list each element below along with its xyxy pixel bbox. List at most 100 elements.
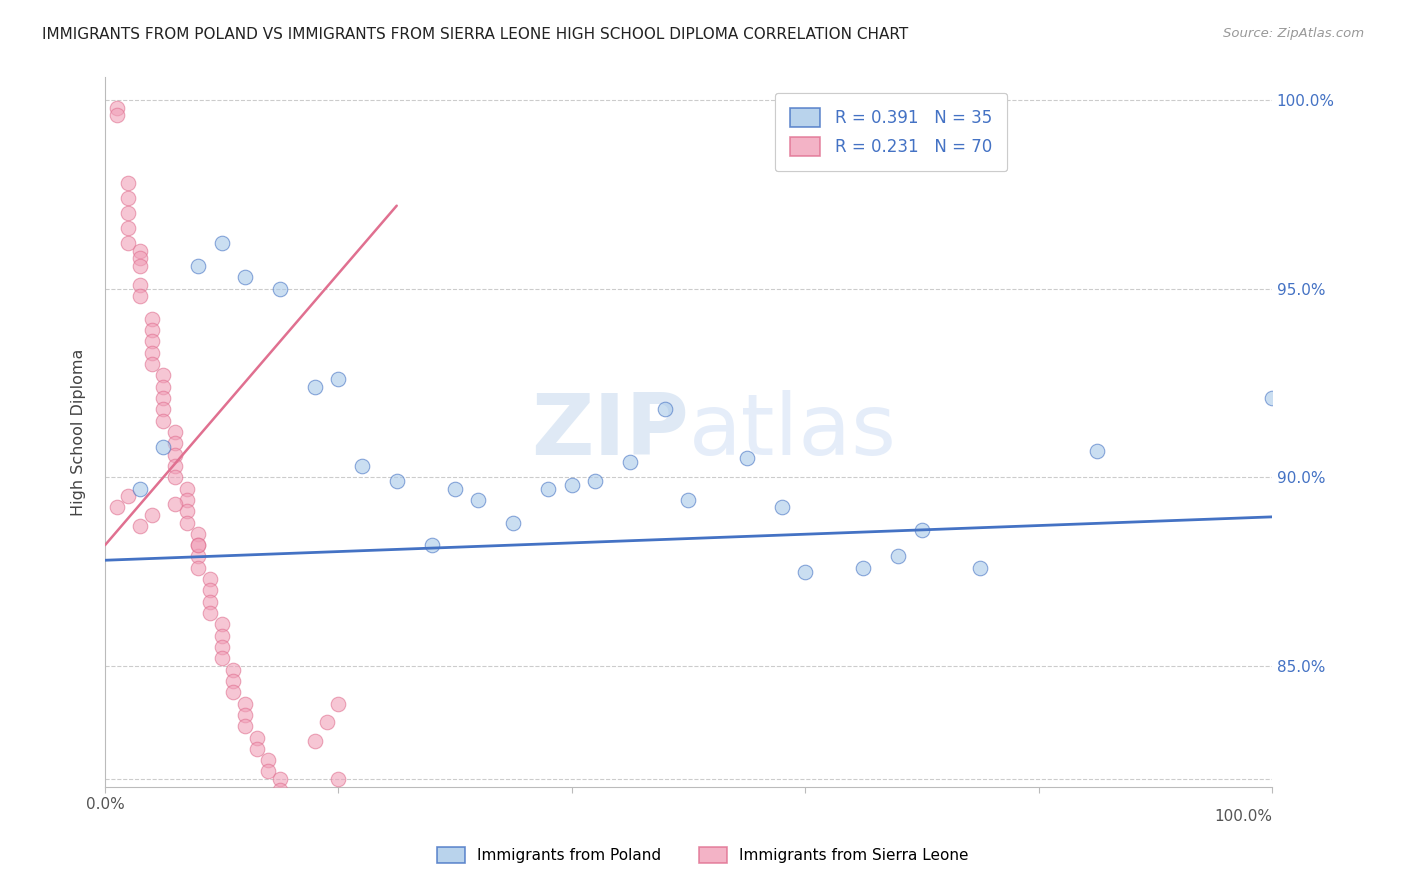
Point [233, 719, 256, 733]
Point [129, 519, 152, 533]
Point [176, 504, 198, 518]
Text: 100.0%: 100.0% [1213, 809, 1272, 824]
Point [1085, 443, 1108, 458]
Point [246, 731, 269, 745]
Point [152, 368, 174, 383]
Point [315, 715, 337, 730]
Point [129, 244, 152, 258]
Legend: R = 0.391   N = 35, R = 0.231   N = 70: R = 0.391 N = 35, R = 0.231 N = 70 [775, 93, 1007, 171]
Point [328, 697, 350, 711]
Point [187, 259, 209, 273]
Point [328, 772, 350, 786]
Point [117, 489, 139, 503]
Point [198, 572, 221, 586]
Point [163, 497, 186, 511]
Point [187, 538, 209, 552]
Point [163, 425, 186, 439]
Point [176, 492, 198, 507]
Point [304, 839, 326, 854]
Point [304, 380, 326, 394]
Point [129, 482, 152, 496]
Point [654, 402, 676, 417]
Point [187, 526, 209, 541]
Point [117, 221, 139, 235]
Point [583, 474, 606, 488]
Point [385, 474, 408, 488]
Point [176, 516, 198, 530]
Point [246, 742, 269, 756]
Point [233, 270, 256, 285]
Point [233, 707, 256, 722]
Point [129, 252, 152, 266]
Point [969, 561, 991, 575]
Point [117, 191, 139, 205]
Point [678, 492, 700, 507]
Point [561, 478, 583, 492]
Point [1261, 391, 1284, 405]
Point [350, 458, 373, 473]
Point [117, 176, 139, 190]
Y-axis label: High School Diploma: High School Diploma [72, 348, 86, 516]
Legend: Immigrants from Poland, Immigrants from Sierra Leone: Immigrants from Poland, Immigrants from … [425, 835, 981, 875]
Point [211, 617, 233, 632]
Point [328, 372, 350, 386]
Point [141, 334, 163, 349]
Point [257, 764, 280, 779]
Text: ZIP: ZIP [530, 391, 689, 474]
Point [152, 414, 174, 428]
Point [117, 236, 139, 251]
Text: Source: ZipAtlas.com: Source: ZipAtlas.com [1223, 27, 1364, 40]
Point [304, 734, 326, 748]
Point [141, 323, 163, 337]
Point [211, 651, 233, 665]
Text: atlas: atlas [689, 391, 897, 474]
Point [222, 685, 245, 699]
Point [187, 538, 209, 552]
Point [444, 482, 467, 496]
Point [129, 289, 152, 303]
Point [105, 500, 128, 515]
Point [269, 795, 291, 809]
Point [211, 236, 233, 251]
Point [211, 629, 233, 643]
Point [152, 391, 174, 405]
Point [163, 458, 186, 473]
Point [152, 440, 174, 454]
Point [292, 829, 315, 843]
Point [105, 108, 128, 122]
Point [198, 595, 221, 609]
Point [280, 805, 302, 820]
Point [187, 549, 209, 564]
Point [233, 697, 256, 711]
Point [770, 500, 793, 515]
Point [129, 277, 152, 292]
Point [163, 448, 186, 462]
Point [257, 753, 280, 767]
Point [222, 673, 245, 688]
Point [211, 640, 233, 654]
Point [187, 561, 209, 575]
Point [176, 482, 198, 496]
Point [198, 606, 221, 620]
Point [152, 380, 174, 394]
Point [163, 436, 186, 450]
Point [141, 508, 163, 522]
Point [537, 482, 560, 496]
Point [619, 455, 641, 469]
Point [152, 402, 174, 417]
Point [117, 206, 139, 220]
Point [269, 783, 291, 797]
Point [911, 523, 934, 537]
Point [141, 346, 163, 360]
Point [129, 259, 152, 273]
Point [502, 516, 524, 530]
Point [887, 549, 910, 564]
Point [141, 357, 163, 371]
Point [794, 565, 817, 579]
Point [467, 492, 489, 507]
Point [852, 561, 875, 575]
Point [269, 282, 291, 296]
Point [141, 311, 163, 326]
Point [735, 451, 758, 466]
Point [222, 663, 245, 677]
